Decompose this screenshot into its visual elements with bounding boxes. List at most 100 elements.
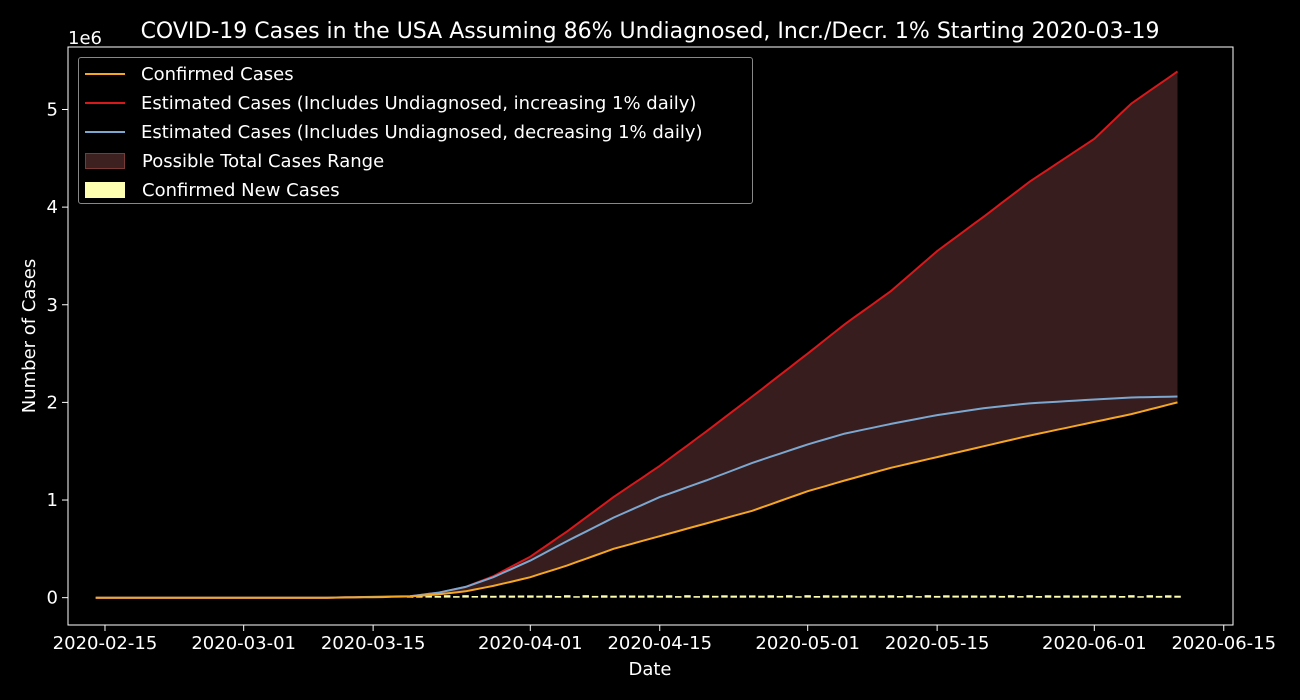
y-axis-label: Number of Cases [19,259,40,414]
y-tick-label: 2 [47,392,58,413]
new-cases-bar [1174,595,1181,598]
legend-item-range: Possible Total Cases Range [85,149,384,173]
new-cases-bar [619,595,626,598]
new-cases-bar [675,596,682,598]
legend-label-confirmed: Confirmed Cases [141,63,294,85]
new-cases-bar [656,595,663,598]
y-tick-label: 1 [47,490,58,511]
new-cases-bar [536,595,543,598]
new-cases-bar [850,595,858,598]
new-cases-bar [776,595,784,598]
new-cases-bar [915,596,922,598]
new-cases-bar [573,596,580,598]
x-tick-label: 2020-04-15 [607,633,712,654]
y-tick-label: 0 [47,588,58,609]
new-cases-bar [980,595,987,598]
new-cases-bar [499,595,506,598]
new-cases-bar [1146,595,1153,598]
new-cases-bar [730,595,737,598]
legend-item-confirmed: Confirmed Cases [85,62,294,86]
legend-swatch-confirmed [85,65,125,83]
legend-label-estimated-increasing: Estimated Cases (Includes Undiagnosed, i… [141,92,697,114]
new-cases-bar [545,595,553,598]
new-cases-bar [665,595,673,598]
new-cases-bar [1091,595,1098,598]
new-cases-bar [425,595,432,598]
new-cases-bar [1081,595,1089,598]
x-tick-label: 2020-05-01 [755,633,860,654]
legend-label-range: Possible Total Cases Range [142,150,385,172]
new-cases-bar [721,595,728,598]
new-cases-bar [471,596,479,598]
legend-swatch-estimated-increasing [85,94,125,112]
y-tick-label: 4 [47,197,58,218]
new-cases-bar [1128,595,1135,598]
new-cases-bar [638,595,645,598]
axes-frame [67,46,1234,626]
legend-item-estimated-increasing: Estimated Cases (Includes Undiagnosed, i… [85,91,696,115]
new-cases-bar [508,595,516,598]
new-cases-bar [961,595,969,598]
x-tick-label: 2020-06-01 [1042,633,1147,654]
x-tick-label: 2020-04-01 [478,633,583,654]
legend-item-new-cases: Confirmed New Cases [85,178,340,202]
new-cases-bar [1063,595,1070,598]
new-cases-bar [490,595,497,598]
series-line-0 [95,401,1178,599]
new-cases-bar [1137,596,1144,598]
new-cases-bar [878,595,885,598]
x-tick-label: 2020-02-15 [53,633,158,654]
y-tick-label: 3 [47,295,58,316]
legend-label-estimated-decreasing: Estimated Cases (Includes Undiagnosed, d… [141,121,703,143]
new-cases-bar [869,595,876,598]
new-cases-bar [1044,595,1052,598]
new-cases-bar [1054,595,1061,598]
new-cases-bar [1072,595,1080,598]
y-axis-offset-label: 1e6 [68,28,102,49]
y-axis-ticks: 0 1 2 3 4 5 [47,99,68,609]
new-cases-bar [1017,596,1024,598]
new-cases-bar [527,595,534,598]
new-cases-bar [1155,595,1163,598]
new-cases-bar [970,595,978,598]
x-axis-label: Date [628,659,671,680]
possible-range-fill [95,71,1178,598]
new-cases-bar [989,595,996,598]
new-cases-bar [453,596,460,598]
chart-title: COVID-19 Cases in the USA Assuming 86% U… [141,19,1160,44]
new-cases-bar [952,595,959,598]
new-cases-bar [443,595,451,598]
new-cases-bar [1165,595,1172,598]
new-cases-bar [1035,596,1043,598]
new-cases-bar [906,595,913,598]
new-cases-bar [887,595,895,598]
new-cases-bar [813,596,821,598]
legend-swatch-range [85,153,125,169]
new-cases-bar [896,596,904,598]
new-cases-bar [517,595,525,598]
new-cases-bar [758,595,765,598]
new-cases-bar [795,596,802,598]
x-axis-ticks: 2020-02-15 2020-03-01 2020-03-15 2020-04-01… [53,625,1276,654]
new-cases-bar [564,595,571,598]
new-cases-bar [610,595,617,598]
new-cases-bar [693,596,700,598]
new-cases-bar [480,595,488,598]
x-tick-label: 2020-05-15 [885,633,990,654]
x-tick-label: 2020-03-01 [191,633,296,654]
new-cases-bar [841,595,848,598]
new-cases-bar [822,595,830,598]
new-cases-bar [601,595,608,598]
new-cases-bar [434,595,442,598]
new-cases-bar [943,595,950,598]
y-tick-label: 5 [47,99,58,120]
legend-swatch-new-cases [85,182,125,198]
new-cases-bar [933,595,941,598]
new-cases-bar [1109,595,1117,598]
new-cases-bar [702,595,710,598]
new-cases-bar [647,595,654,598]
new-cases-bar [1118,596,1126,598]
new-cases-bar [582,595,589,598]
legend-swatch-estimated-decreasing [85,123,125,141]
